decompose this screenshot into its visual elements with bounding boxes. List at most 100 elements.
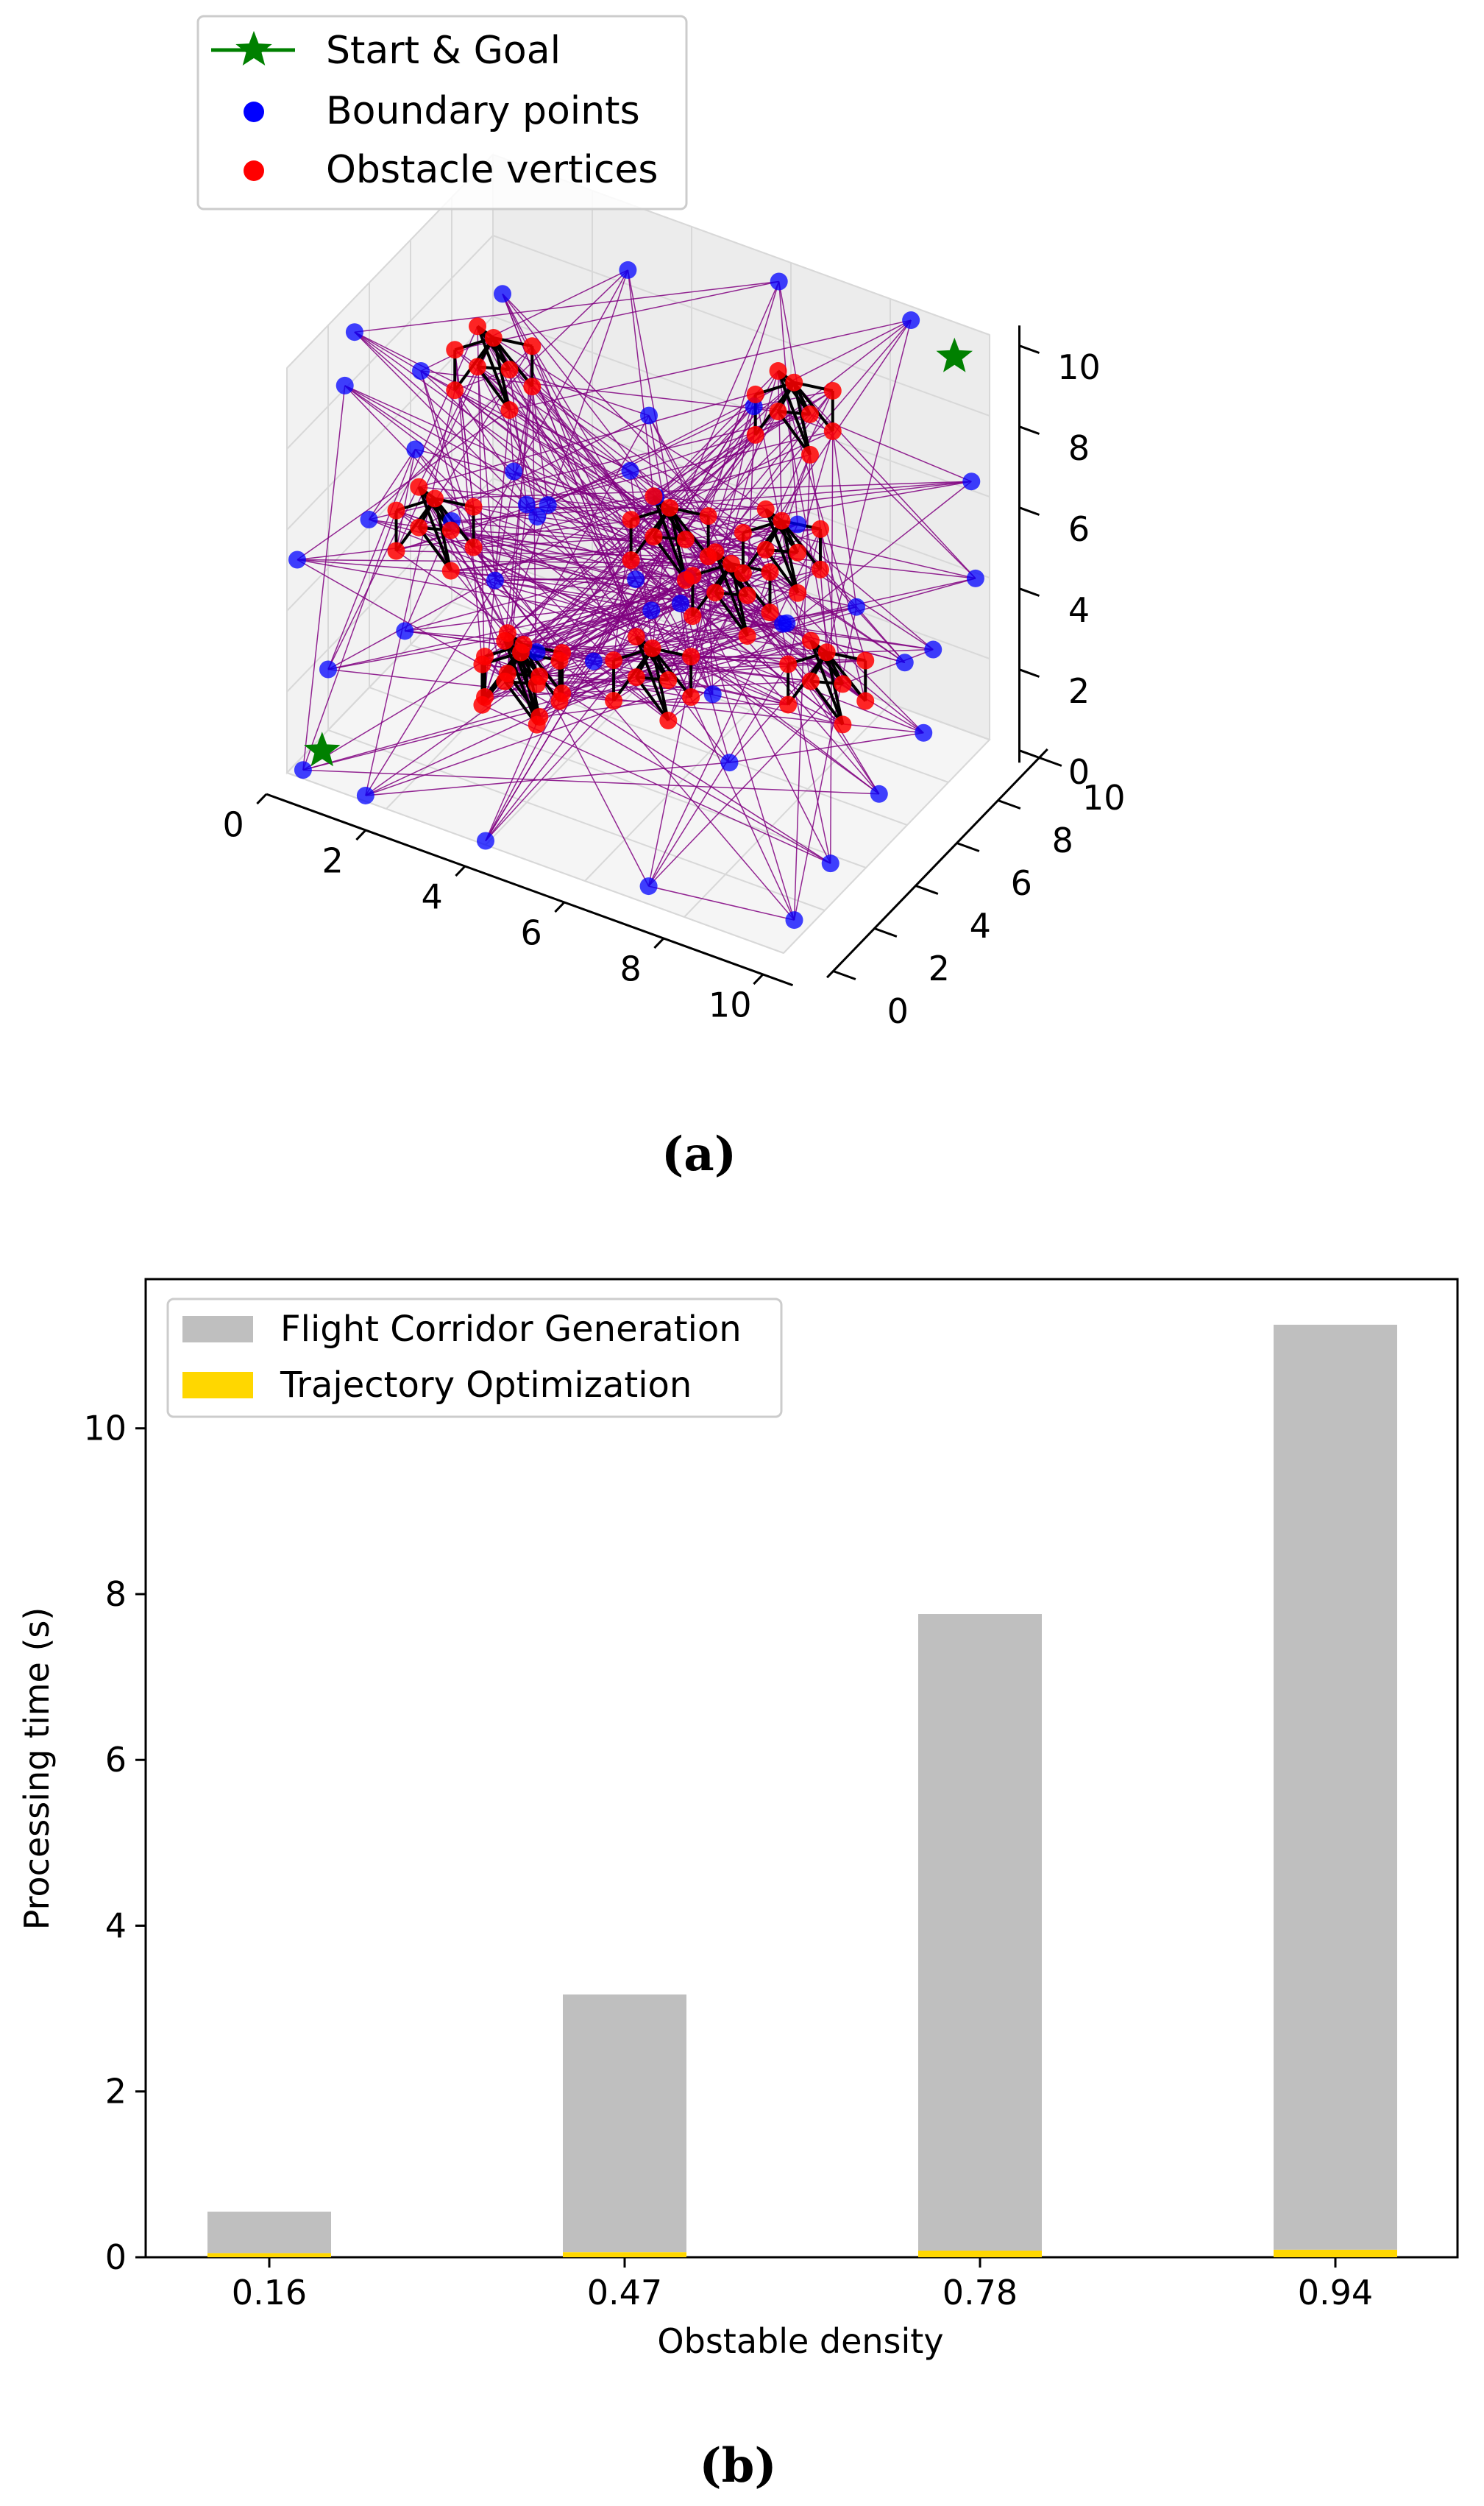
- obstacle-vertex: [746, 385, 764, 403]
- obstacle-vertex: [498, 624, 516, 643]
- bar-trajectory: [207, 2253, 331, 2257]
- obstacle-vertex: [682, 648, 700, 666]
- obstacle-vertex: [706, 584, 725, 602]
- legend-a-frame: [196, 15, 688, 210]
- connectivity-edge: [797, 431, 834, 553]
- connectivity-edge: [494, 579, 934, 651]
- connectivity-edge: [485, 701, 561, 841]
- grid-floor-x: [684, 703, 891, 918]
- connectivity-edge: [302, 769, 879, 795]
- legend-obstacle-dot: [244, 160, 264, 181]
- obstacle-vertex: [801, 672, 820, 690]
- obstacle-edge: [476, 325, 511, 371]
- obstacle-vertex: [446, 381, 464, 400]
- obstacle-vertex: [801, 631, 820, 650]
- grid-floor-y: [369, 687, 867, 868]
- connectivity-edge: [502, 293, 771, 573]
- obstacle-vertex: [785, 373, 803, 392]
- boundary-point: [345, 323, 363, 341]
- bar-flight-corridor: [563, 1994, 686, 2253]
- obstacle-vertex: [441, 521, 460, 539]
- y-tick-label: 2: [929, 949, 950, 988]
- obstacle-vertex: [523, 337, 542, 355]
- connectivity-edge: [419, 527, 843, 726]
- obstacle-vertex: [523, 378, 542, 396]
- caption-a: (a): [661, 1127, 736, 1182]
- obstacle-vertex: [682, 688, 700, 707]
- grid-floor-x: [584, 667, 792, 882]
- connectivity-edge: [420, 370, 778, 412]
- connectivity-edge: [450, 528, 821, 572]
- obstacle-vertex: [643, 639, 661, 657]
- x-tick-label: 4: [422, 877, 443, 916]
- obstacle-vertex: [530, 707, 549, 726]
- obstacle-vertex: [410, 478, 428, 496]
- boundary-point: [494, 285, 511, 303]
- x-tick-label: 0.47: [587, 2273, 662, 2312]
- y-tick: [956, 842, 980, 852]
- obstacle-edge: [652, 536, 687, 581]
- boundary-point: [703, 685, 722, 704]
- grid-left-z: [286, 235, 494, 450]
- y-tick-label: 8: [105, 1574, 127, 1614]
- connectivity-edge: [368, 449, 416, 520]
- obstacle-vertex: [761, 563, 779, 581]
- obstacle-vertex: [789, 543, 807, 562]
- x-axis-label: Obstable density: [657, 2321, 943, 2361]
- y-tick-label: 6: [105, 1740, 127, 1780]
- goal-marker: [936, 337, 973, 372]
- connectivity-edge: [826, 319, 912, 653]
- y-tick-label: 8: [1052, 821, 1073, 860]
- connectivity-edge: [509, 319, 912, 411]
- obstacle-vertex: [769, 362, 787, 380]
- connectivity-edge: [354, 331, 798, 594]
- bar-trajectory: [563, 2252, 686, 2257]
- points: [288, 261, 984, 930]
- connectivity-edge: [354, 331, 538, 517]
- obstacle-vertex: [817, 643, 836, 662]
- connectivity-edge: [507, 411, 779, 634]
- boundary-point: [870, 785, 888, 803]
- obstacle-vertex: [834, 675, 852, 693]
- connectivity-edge: [450, 570, 770, 613]
- connectivity-edge: [536, 520, 782, 653]
- connectivity-edge: [631, 559, 843, 726]
- connectivity-edge: [531, 386, 934, 651]
- connectivity-edge: [504, 386, 533, 641]
- connectivity-edge: [344, 385, 538, 517]
- obstacle-vertex: [856, 692, 875, 710]
- start-marker: [304, 732, 341, 767]
- boundary-point: [360, 510, 378, 528]
- z-tick: [1018, 425, 1040, 435]
- connectivity-edge: [477, 326, 486, 698]
- connectivity-edge: [396, 414, 811, 552]
- obstacle-vertex: [684, 607, 702, 626]
- boundary-point: [539, 496, 557, 514]
- obstacle-edge: [417, 526, 452, 572]
- obstacle-vertex: [500, 401, 519, 420]
- connectivity-edge: [327, 449, 416, 670]
- connectivity-edge: [653, 481, 972, 537]
- boundary-point: [319, 660, 337, 679]
- obstacle-vertex: [706, 543, 725, 562]
- x-tick: [653, 937, 665, 949]
- connectivity-edge: [419, 486, 798, 525]
- boundary-point: [621, 461, 639, 480]
- obstacle-vertex: [514, 635, 533, 654]
- grid-back-z: [492, 235, 990, 417]
- connectivity-edge: [450, 529, 686, 581]
- obstacle-vertex: [773, 512, 791, 530]
- boundary-point: [294, 761, 312, 779]
- boundary-point: [619, 261, 637, 279]
- bar-flight-corridor: [207, 2212, 331, 2254]
- connectivity-edge: [630, 470, 744, 534]
- obstacle-vertex: [553, 644, 572, 662]
- boundary-point: [396, 622, 414, 640]
- x-tick-label: 0: [223, 804, 244, 844]
- x-tick: [554, 901, 566, 913]
- connectivity-edge: [297, 559, 731, 564]
- bar-trajectory: [918, 2250, 1042, 2257]
- obstacle-edge: [635, 676, 670, 722]
- plot-area-frame: [144, 1278, 1459, 2259]
